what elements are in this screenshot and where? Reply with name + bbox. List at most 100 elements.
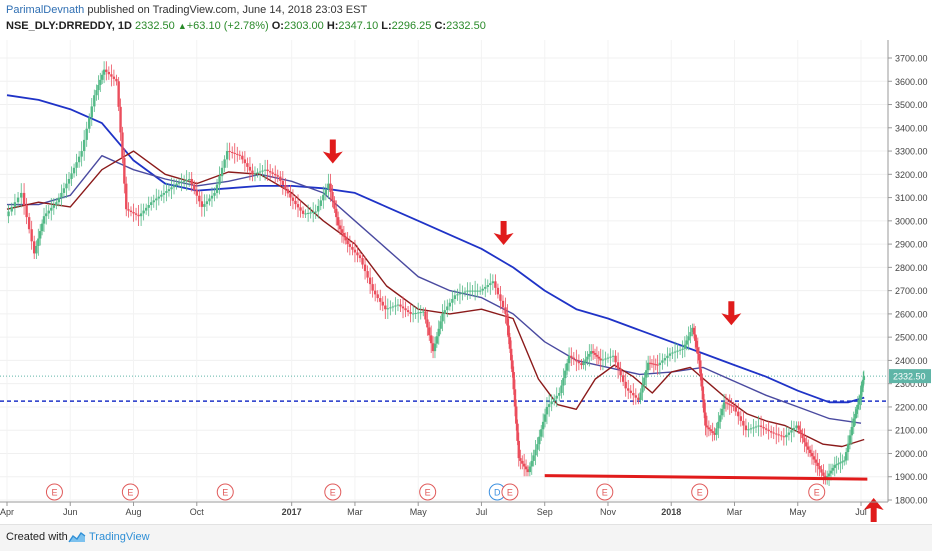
bar-body — [528, 466, 532, 473]
bar-body — [150, 202, 153, 206]
price-axis: 1800.00 1900.00 2000.00 2100.00 2200.00 2300.… — [887, 40, 931, 506]
bar-body — [93, 95, 96, 107]
bar-body — [20, 192, 23, 198]
bar-body — [545, 406, 549, 415]
bar-body — [52, 205, 56, 208]
bar-body — [839, 462, 842, 464]
bar-body — [13, 202, 17, 207]
bar-body — [580, 363, 583, 366]
bar-body — [85, 128, 88, 140]
bar-body — [82, 139, 86, 152]
close-value: 2332.50 — [446, 20, 486, 32]
event-marker — [419, 483, 437, 501]
bar-body — [458, 293, 462, 295]
bar-body — [70, 173, 73, 179]
bar-body — [799, 429, 802, 434]
bar-body — [691, 327, 694, 333]
bar-body — [705, 425, 709, 428]
bar-body — [461, 292, 464, 294]
price-tick-label: 2500.00 — [895, 333, 928, 343]
bar-body — [715, 428, 718, 435]
bar-body — [564, 370, 567, 379]
bar-body — [263, 169, 267, 171]
bar-body — [241, 155, 244, 160]
bar-body — [266, 169, 269, 172]
bar-body — [329, 183, 332, 192]
bar-body — [555, 395, 558, 399]
price-tick-label: 1800.00 — [895, 496, 928, 506]
bar-body — [55, 202, 58, 206]
bar-body — [419, 312, 422, 314]
bar-body — [790, 430, 793, 433]
bar-body — [142, 210, 145, 214]
bar-body — [243, 159, 247, 164]
event-marker-label: E — [814, 488, 820, 498]
tradingview-brand[interactable]: TradingView — [89, 531, 150, 543]
bar-body — [102, 69, 106, 75]
bar-body — [538, 436, 541, 445]
event-marker-label: E — [330, 488, 336, 498]
bar-body — [526, 469, 530, 473]
price-tick-label: 2400.00 — [895, 356, 928, 366]
bar-body — [39, 231, 42, 239]
bar-body — [534, 449, 537, 456]
bar-body — [567, 355, 571, 364]
bar-body — [616, 362, 620, 369]
price-tick-label: 3200.00 — [895, 170, 928, 180]
bar-body — [208, 198, 211, 202]
bar-body — [187, 178, 191, 180]
bar-body — [634, 395, 638, 398]
bar-body — [363, 264, 367, 272]
time-axis: Apr Jun Aug Oct 2017 Mar May Jul Sep Nov 2018 Mar Ma… — [0, 501, 888, 517]
bar-body — [476, 290, 479, 292]
bar-body — [223, 159, 226, 168]
bar-body — [366, 271, 369, 278]
bar-body — [724, 402, 728, 404]
bar-body — [829, 470, 833, 474]
bar-body — [611, 355, 615, 357]
bar-body — [676, 350, 679, 352]
bar-body — [276, 175, 279, 177]
bar-body — [759, 425, 763, 427]
bar-body — [641, 385, 644, 393]
event-marker-label: E — [507, 488, 513, 498]
bar-body — [792, 427, 796, 431]
chart-header: ParimalDevnath published on TradingView.… — [0, 0, 932, 40]
bar-body — [837, 463, 840, 465]
bar-body — [137, 214, 140, 217]
published-text: published on TradingView.com, June 14, 2… — [84, 4, 368, 16]
symbol-name[interactable]: NSE_DLY:DRREDDY, 1D — [6, 20, 132, 32]
price-tick-label: 2600.00 — [895, 309, 928, 319]
bar-body — [394, 305, 397, 307]
bar-body — [404, 308, 407, 311]
bar-body — [233, 152, 236, 154]
bar-body — [709, 429, 712, 432]
bar-body — [681, 348, 684, 350]
bar-body — [671, 352, 674, 354]
bar-body — [827, 473, 831, 477]
bar-body — [757, 425, 760, 427]
bar-body — [645, 370, 648, 378]
bar-body — [340, 229, 344, 233]
bar-body — [284, 185, 287, 190]
price-tick-label: 2900.00 — [895, 240, 928, 250]
author-link[interactable]: ParimalDevnath — [6, 4, 85, 16]
event-marker — [691, 483, 709, 501]
event-marker — [808, 483, 826, 501]
bar-body — [553, 398, 556, 402]
bar-body — [717, 421, 720, 429]
bar-body — [309, 212, 312, 214]
bar-body — [429, 335, 433, 344]
bar-body — [165, 191, 168, 193]
bar-body — [238, 154, 241, 156]
bar-body — [160, 194, 163, 197]
price-tick-label: 3000.00 — [895, 216, 928, 226]
bar-body — [411, 313, 415, 315]
bar-body — [808, 449, 812, 454]
bar-body — [857, 399, 861, 405]
bar-body — [157, 196, 161, 199]
bar-body — [286, 189, 290, 194]
bar-body — [601, 359, 605, 361]
bar-body — [486, 285, 489, 287]
